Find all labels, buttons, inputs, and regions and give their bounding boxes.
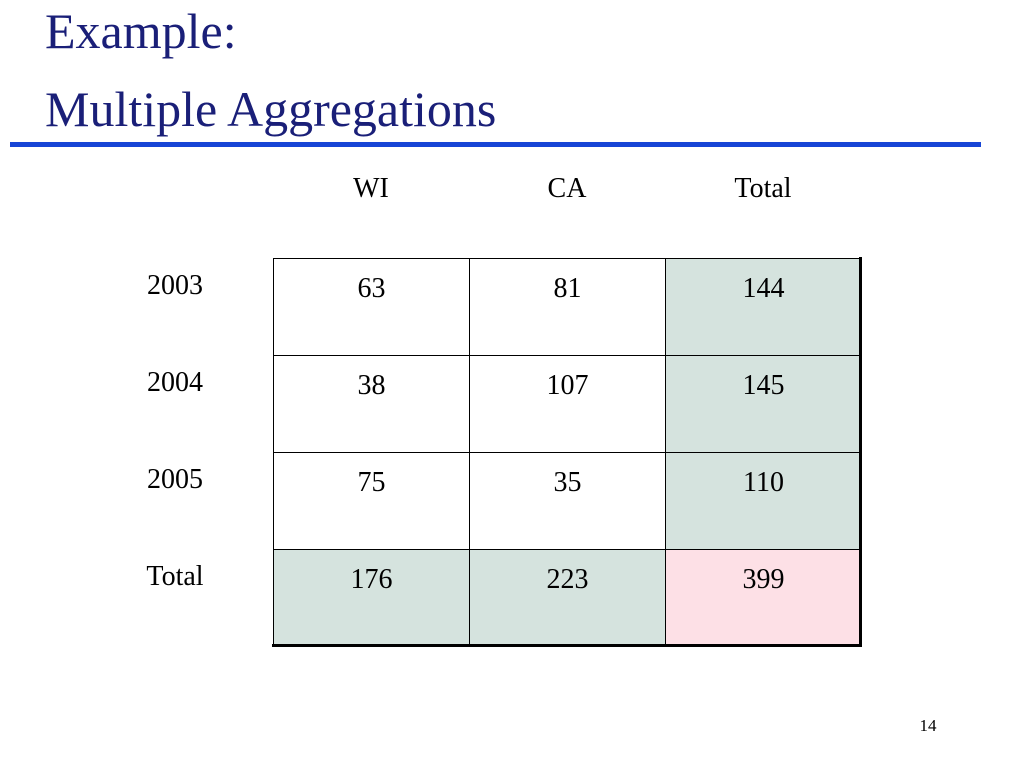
table-cell: 35 [469, 452, 666, 550]
row-header: 2004 [147, 367, 203, 398]
table-cell: 107 [469, 355, 666, 453]
column-header: CA [547, 173, 587, 204]
table-cell: 75 [273, 452, 470, 550]
title-line: Multiple Aggregations [45, 81, 497, 137]
row-header: 2005 [147, 464, 203, 495]
table-cell: 144 [665, 258, 862, 356]
table-cell: 110 [665, 452, 862, 550]
title-line: Example: [45, 3, 237, 59]
title-rule [10, 142, 981, 147]
row-header: 2003 [147, 270, 203, 301]
table-cell: 38 [273, 355, 470, 453]
table-cell: 63 [273, 258, 470, 356]
table-cell: 399 [665, 549, 862, 647]
table-cell: 223 [469, 549, 666, 647]
column-header: Total [734, 173, 792, 204]
page-number: 14 [919, 716, 937, 735]
table-cell: 145 [665, 355, 862, 453]
row-header: Total [146, 561, 204, 592]
column-header: WI [353, 173, 389, 204]
table-cell: 176 [273, 549, 470, 647]
table-cell: 81 [469, 258, 666, 356]
